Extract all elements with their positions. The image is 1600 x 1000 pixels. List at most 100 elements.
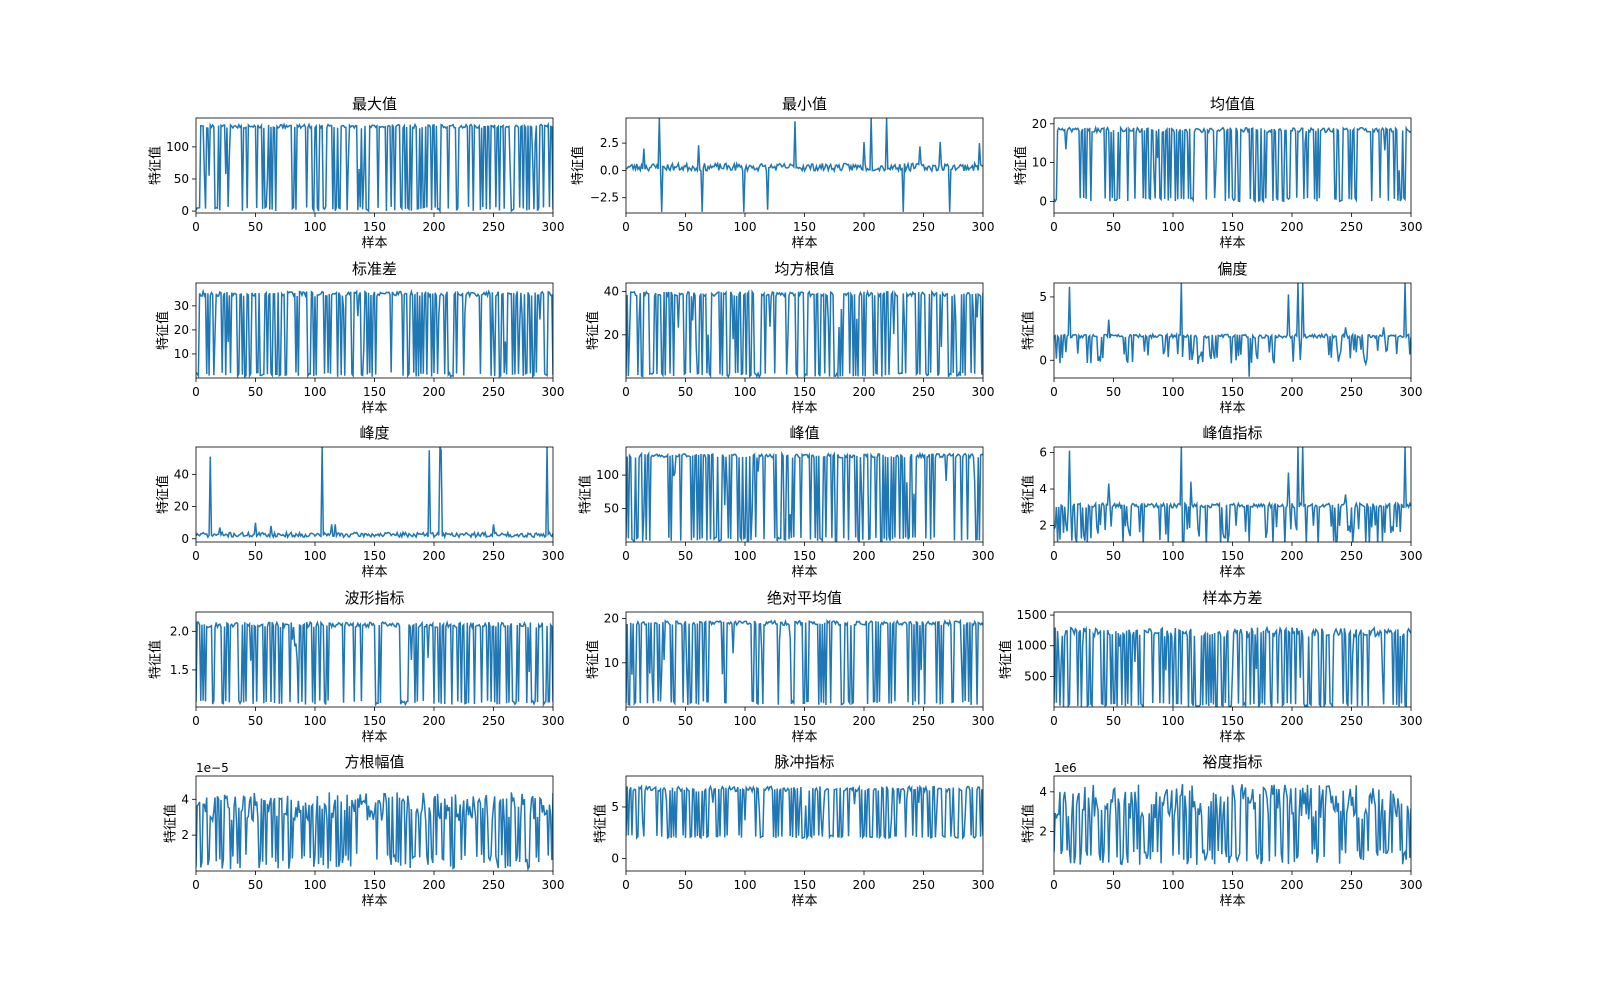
subplot-title: 偏度	[1217, 260, 1247, 278]
x-tick-label: 300	[1400, 385, 1423, 399]
x-tick-label: 0	[1050, 549, 1058, 563]
y-axis-label: 特征值	[1021, 804, 1037, 843]
y-tick-label: 30	[174, 299, 189, 313]
x-axis-label: 样本	[791, 894, 817, 909]
x-tick-label: 150	[363, 878, 386, 892]
x-tick-label: 0	[622, 549, 630, 563]
y-tick-label: 100	[166, 140, 189, 154]
y-tick-label: 20	[604, 328, 619, 342]
x-tick-label: 200	[1281, 220, 1304, 234]
x-tick-label: 150	[1221, 549, 1244, 563]
x-tick-label: 250	[1340, 714, 1363, 728]
x-tick-label: 50	[1106, 385, 1121, 399]
x-tick-label: 250	[482, 220, 505, 234]
x-tick-label: 100	[734, 385, 757, 399]
series-line	[626, 618, 983, 707]
x-tick-label: 150	[1221, 385, 1244, 399]
series-line	[626, 118, 983, 212]
subplot-title: 脉冲指标	[774, 753, 834, 771]
series-line	[196, 288, 553, 378]
y-tick-label: 5	[1039, 290, 1047, 304]
x-tick-label: 100	[304, 549, 327, 563]
x-tick-label: 150	[793, 549, 816, 563]
y-axis-label: 特征值	[1021, 475, 1037, 514]
x-tick-label: 250	[482, 878, 505, 892]
series-line	[196, 121, 553, 213]
y-tick-label: 10	[604, 656, 619, 670]
subplot-title: 峰度	[359, 424, 389, 442]
y-axis-label: 特征值	[585, 311, 601, 350]
series-line	[196, 792, 553, 871]
x-tick-label: 200	[423, 714, 446, 728]
y-tick-label: 40	[174, 467, 189, 481]
x-tick-label: 250	[912, 385, 935, 399]
x-tick-label: 250	[1340, 220, 1363, 234]
y-tick-label: 20	[174, 500, 189, 514]
x-tick-label: 0	[1050, 714, 1058, 728]
x-tick-label: 0	[1050, 220, 1058, 234]
y-tick-label: 5	[611, 800, 619, 814]
x-tick-label: 300	[972, 549, 995, 563]
x-tick-label: 300	[972, 714, 995, 728]
x-tick-label: 200	[423, 385, 446, 399]
x-tick-label: 150	[793, 385, 816, 399]
y-tick-label: 4	[181, 792, 189, 806]
subplot-title: 最小值	[782, 95, 827, 113]
y-axis-label: 特征值	[1021, 311, 1037, 350]
x-tick-label: 200	[423, 878, 446, 892]
x-tick-label: 100	[304, 220, 327, 234]
series-line	[1054, 784, 1411, 866]
series-line	[626, 289, 983, 378]
y-tick-label: 50	[174, 172, 189, 186]
y-tick-label: 2.5	[600, 136, 619, 150]
x-tick-label: 200	[1281, 714, 1304, 728]
x-tick-label: 300	[542, 878, 565, 892]
x-tick-label: 300	[1400, 878, 1423, 892]
x-tick-label: 100	[1162, 878, 1185, 892]
x-axis-label: 样本	[791, 730, 817, 745]
y-tick-label: 0	[1039, 194, 1047, 208]
series-line	[1054, 625, 1411, 707]
x-tick-label: 250	[1340, 385, 1363, 399]
x-tick-label: 0	[622, 220, 630, 234]
x-tick-label: 200	[853, 549, 876, 563]
x-axis-label: 样本	[1219, 730, 1245, 745]
series-line	[1054, 447, 1411, 542]
x-axis-label: 样本	[1219, 565, 1245, 580]
x-tick-label: 250	[912, 220, 935, 234]
x-tick-label: 200	[1281, 385, 1304, 399]
y-axis-label: 特征值	[585, 640, 601, 679]
x-tick-label: 50	[678, 714, 693, 728]
x-tick-label: 50	[1106, 878, 1121, 892]
x-tick-label: 200	[423, 220, 446, 234]
series-line	[196, 447, 553, 540]
x-tick-label: 100	[1162, 549, 1185, 563]
x-axis-label: 样本	[1219, 894, 1245, 909]
subplot-title: 峰值	[789, 424, 819, 442]
y-tick-label: 500	[1024, 669, 1047, 683]
x-tick-label: 150	[1221, 878, 1244, 892]
y-axis-label: 特征值	[163, 804, 179, 843]
x-axis-label: 样本	[361, 236, 387, 251]
y-axis-label: 特征值	[148, 640, 164, 679]
x-axis-label: 样本	[361, 730, 387, 745]
y-tick-label: 1500	[1016, 608, 1047, 622]
y-tick-label: 20	[604, 612, 619, 626]
x-axis-label: 样本	[361, 894, 387, 909]
x-tick-label: 300	[542, 714, 565, 728]
x-tick-label: 50	[678, 878, 693, 892]
y-tick-label: 2	[181, 828, 189, 842]
x-tick-label: 0	[192, 549, 200, 563]
x-tick-label: 100	[304, 878, 327, 892]
y-axis-label: 特征值	[148, 146, 164, 185]
subplot-title: 裕度指标	[1202, 753, 1262, 771]
axes-frame	[195, 446, 554, 543]
